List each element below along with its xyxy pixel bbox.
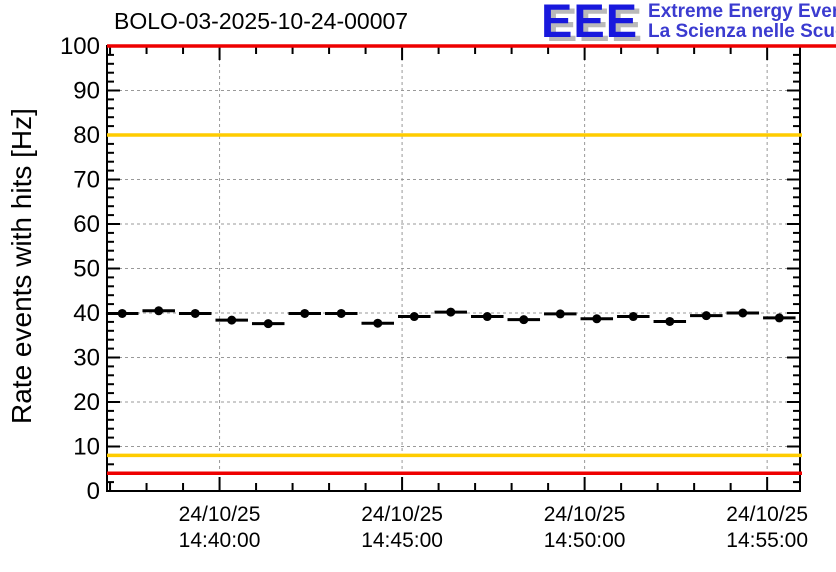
data-point-marker bbox=[592, 314, 602, 324]
eee-logo: EEE Extreme Energy Events La Scienza nel… bbox=[541, 0, 836, 47]
y-tick-label: 60 bbox=[73, 211, 100, 238]
y-tick-label: 20 bbox=[73, 389, 100, 416]
data-point-marker bbox=[701, 311, 711, 321]
data-point-marker bbox=[446, 307, 456, 317]
data-point-marker bbox=[628, 312, 638, 322]
data-point-marker bbox=[154, 306, 164, 316]
x-tick-label-time: 14:40:00 bbox=[179, 529, 261, 552]
y-tick-label: 70 bbox=[73, 167, 100, 194]
x-tick-label-date: 24/10/25 bbox=[179, 503, 261, 526]
y-tick-label: 100 bbox=[60, 33, 100, 60]
eee-logo-line1: Extreme Energy Events bbox=[648, 1, 836, 22]
gridlines bbox=[107, 46, 800, 491]
data-point-marker bbox=[774, 313, 784, 323]
y-tick-label: 30 bbox=[73, 345, 100, 372]
y-tick-label: 90 bbox=[73, 78, 100, 105]
y-tick-label: 80 bbox=[73, 122, 100, 149]
chart-title: BOLO-03-2025-10-24-00007 bbox=[114, 8, 409, 34]
x-tick-label-time: 14:45:00 bbox=[361, 529, 443, 552]
data-point-marker bbox=[409, 312, 419, 322]
data-series bbox=[105, 306, 796, 329]
x-tick-label-date: 24/10/25 bbox=[361, 503, 443, 526]
x-tick-label-date: 24/10/25 bbox=[544, 503, 626, 526]
x-tick-label-time: 14:55:00 bbox=[726, 529, 808, 552]
data-point-marker bbox=[738, 308, 748, 318]
data-point-marker bbox=[117, 308, 127, 318]
data-point-marker bbox=[665, 316, 675, 326]
y-tick-label: 10 bbox=[73, 434, 100, 461]
y-axis-title: Rate events with hits [Hz] bbox=[6, 108, 37, 424]
data-point-marker bbox=[300, 308, 310, 318]
y-tick-label: 40 bbox=[73, 300, 100, 327]
axis-tick-labels: 0 10 20 30 40 50 60 70 80 90 100 24/10/25 14:40:00 24… bbox=[60, 33, 808, 552]
eee-logo-text: Extreme Energy Events La Scienza nelle S… bbox=[648, 2, 836, 42]
data-point-marker bbox=[482, 312, 492, 322]
data-point-marker bbox=[519, 315, 529, 325]
data-point-marker bbox=[373, 318, 383, 328]
x-tick-label-date: 24/10/25 bbox=[726, 503, 808, 526]
data-point-marker bbox=[263, 319, 273, 329]
y-tick-label: 0 bbox=[87, 478, 100, 505]
threshold-lines bbox=[107, 44, 836, 475]
eee-logo-line2: La Scienza nelle Scuole bbox=[648, 21, 836, 42]
data-point-marker bbox=[555, 309, 565, 319]
data-point-marker bbox=[227, 315, 237, 325]
data-point-marker bbox=[336, 308, 346, 318]
data-point-marker bbox=[190, 308, 200, 318]
x-tick-label-time: 14:50:00 bbox=[544, 529, 626, 552]
y-tick-label: 50 bbox=[73, 256, 100, 283]
eee-logo-acronym: EEE bbox=[541, 0, 639, 47]
